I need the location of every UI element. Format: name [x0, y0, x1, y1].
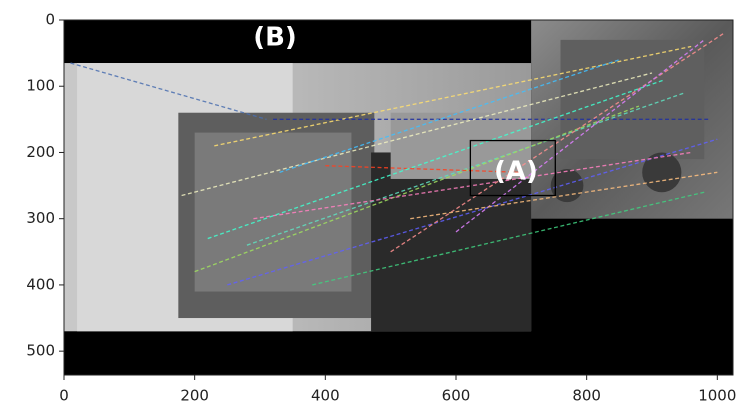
x-tick-label: 200	[180, 387, 209, 405]
x-tick-label: 0	[59, 387, 69, 405]
x-tick-label: 1000	[698, 387, 736, 405]
x-tick-label: 400	[311, 387, 340, 405]
y-tick-label: 300	[26, 209, 55, 227]
x-tick-label: 800	[572, 387, 601, 405]
plot-frame	[63, 19, 734, 376]
y-tick-label: 500	[26, 342, 55, 360]
y-tick-label: 100	[26, 77, 55, 95]
y-tick-label: 200	[26, 143, 55, 161]
annotation: (B)	[253, 23, 297, 53]
y-tick-label: 400	[26, 275, 55, 293]
annotation: (A)	[494, 157, 538, 187]
y-tick-label: 0	[45, 11, 55, 29]
x-tick-label: 600	[442, 387, 471, 405]
image	[64, 20, 733, 375]
